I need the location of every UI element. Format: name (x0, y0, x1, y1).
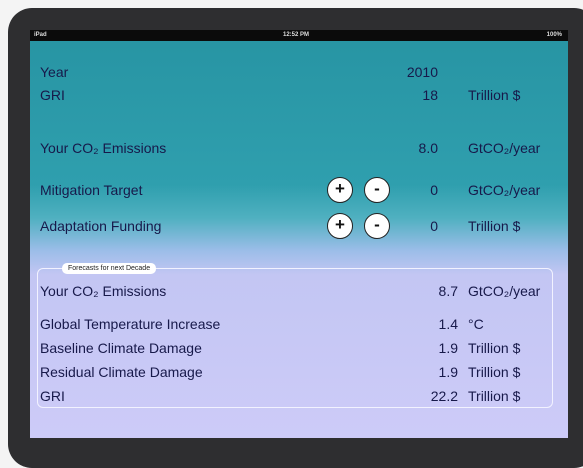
forecast-unit: GtCO₂/year (468, 283, 541, 299)
row-label: Your CO₂ Emissions (40, 140, 167, 156)
screen: iPad 12:52 PM 100% Forecasts for next De… (30, 30, 568, 438)
row-unit: Trillion $ (468, 218, 521, 234)
forecast-unit: Trillion $ (468, 364, 521, 380)
row-label: Year (40, 64, 69, 80)
forecast-value: 1.9 (438, 364, 458, 380)
forecast-box: Forecasts for next Decade (37, 263, 553, 408)
forecast-unit: Trillion $ (468, 388, 521, 404)
forecast-unit: °C (468, 316, 484, 332)
plus-button[interactable]: + (327, 213, 353, 239)
battery: 100% (546, 32, 562, 38)
row-value: 8.0 (418, 140, 438, 156)
minus-button[interactable]: - (364, 213, 390, 239)
row-unit: Trillion $ (468, 87, 521, 103)
row-value: 2010 (406, 64, 438, 80)
row-value: 0 (430, 182, 438, 198)
row-label: GRI (40, 87, 65, 103)
plus-button[interactable]: + (327, 177, 353, 203)
status-bar: iPad 12:52 PM 100% (30, 30, 568, 41)
minus-button[interactable]: - (364, 177, 390, 203)
carrier: iPad (34, 32, 47, 38)
forecast-title: Forecasts for next Decade (62, 263, 157, 274)
page: iPad 12:52 PM 100% Forecasts for next De… (8, 8, 583, 468)
forecast-value: 8.7 (438, 283, 458, 299)
clock: 12:52 PM (283, 32, 310, 38)
row-value: 18 (422, 87, 438, 103)
forecast-value: 1.4 (438, 316, 458, 332)
row-label: Adaptation Funding (40, 218, 162, 234)
forecast-value: 1.9 (438, 340, 458, 356)
forecast-label: Your CO₂ Emissions (40, 283, 167, 299)
forecast-unit: Trillion $ (468, 340, 521, 356)
row-unit: GtCO₂/year (468, 182, 541, 198)
row-unit: GtCO₂/year (468, 140, 541, 156)
forecast-label: Baseline Climate Damage (40, 340, 202, 356)
forecast-label: Residual Climate Damage (40, 364, 203, 380)
forecast-value: 22.2 (430, 388, 458, 404)
row-value: 0 (430, 218, 438, 234)
row-label: Mitigation Target (40, 182, 143, 198)
forecast-label: GRI (40, 388, 65, 404)
forecast-label: Global Temperature Increase (40, 316, 221, 332)
